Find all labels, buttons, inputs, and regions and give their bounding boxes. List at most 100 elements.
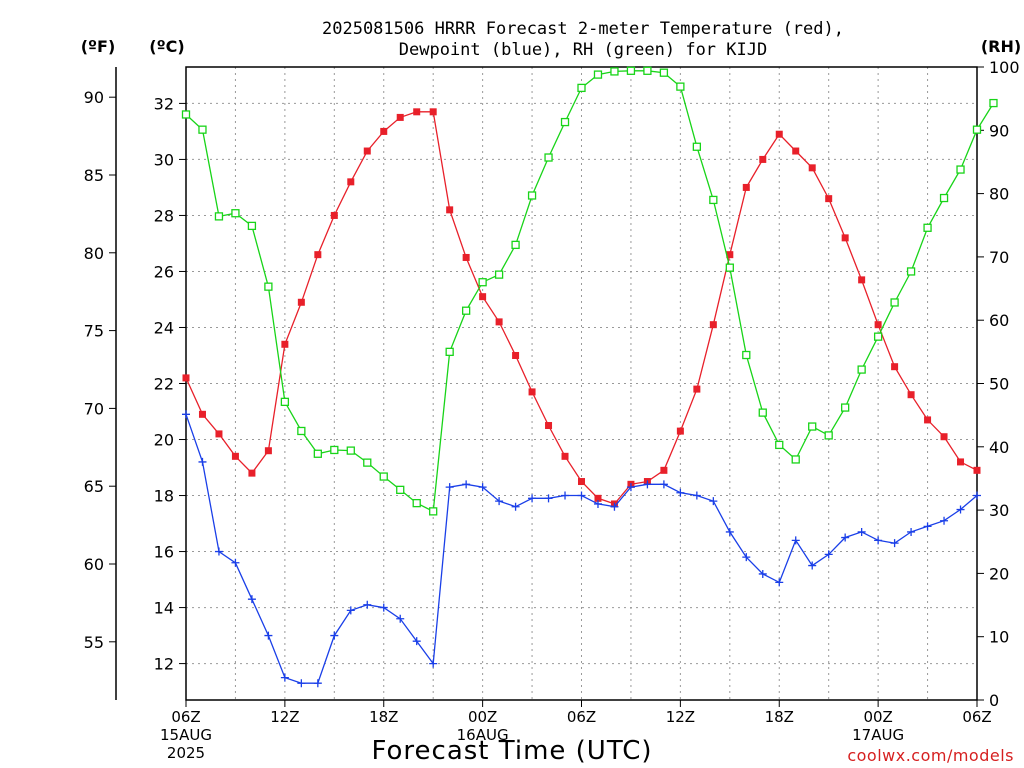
rh-tick-label: 10 [989, 628, 1009, 647]
rh-point [873, 332, 883, 341]
dewpoint-point [923, 522, 932, 531]
rh-point [742, 350, 751, 360]
temp-point [248, 469, 256, 477]
temp-point [198, 410, 206, 418]
rh-point [791, 455, 800, 464]
rh-point [758, 408, 767, 417]
rh-point [709, 195, 718, 205]
x-tick-label: 12Z [270, 708, 299, 726]
temp-point [907, 391, 915, 399]
temp-point [676, 427, 684, 435]
temp-point [973, 466, 981, 474]
dewpoint-point [742, 553, 751, 562]
celsius-tick-label: 32 [154, 94, 174, 113]
rh-point [214, 212, 224, 221]
temp-point [594, 494, 602, 502]
temp-point [429, 108, 437, 116]
temp-point [561, 452, 569, 460]
rh-point [478, 278, 487, 287]
x-tick-label: 06Z [567, 708, 596, 726]
rh-point [280, 397, 290, 407]
rh-point [181, 110, 191, 119]
dewpoint-point [231, 558, 240, 567]
rh-point [511, 240, 520, 250]
dewpoint-point [874, 536, 883, 545]
temp-point [874, 321, 882, 329]
dewpoint-point [841, 533, 850, 542]
celsius-tick-label: 14 [154, 599, 174, 618]
rh-tick-label: 30 [989, 501, 1009, 520]
dewpoint-point [907, 527, 916, 536]
rh-point [429, 507, 438, 516]
chart-title-line-1: 2025081506 HRRR Forecast 2-meter Tempera… [322, 19, 844, 39]
rh-point [297, 426, 306, 436]
temp-point [413, 108, 421, 116]
rh-point [824, 431, 833, 440]
rh-point [775, 440, 784, 450]
dewpoint-point [363, 600, 372, 609]
temp-point [479, 293, 487, 301]
rh-point [593, 70, 603, 79]
temp-point [759, 155, 767, 163]
rh-point [972, 125, 982, 134]
temp-point [825, 195, 833, 203]
temp-point [808, 164, 816, 172]
rh-point [527, 191, 537, 200]
fahrenheit-tick-label: 60 [84, 555, 104, 574]
fahrenheit-tick-label: 85 [84, 166, 104, 185]
temp-point [957, 458, 965, 466]
rh-unit-label: (RH) [981, 37, 1021, 56]
dewpoint-point [973, 491, 981, 500]
rh-point [857, 365, 866, 374]
dewpoint-point [182, 410, 190, 419]
dewpoint-point [544, 494, 553, 503]
rh-point [396, 485, 405, 494]
dewpoint-point [561, 491, 570, 500]
rh-point [841, 403, 850, 412]
rh-point [231, 209, 240, 218]
temp-point [264, 447, 272, 455]
x-axis-label: Forecast Time (UTC) [371, 736, 652, 766]
x-tick-label: 18Z [369, 708, 398, 726]
dewpoint-point [626, 483, 635, 492]
rh-tick-label: 70 [989, 248, 1009, 267]
celsius-tick-label: 16 [154, 543, 174, 562]
temp-point [578, 478, 585, 486]
temp-point [495, 318, 503, 326]
fahrenheit-tick-label: 75 [84, 322, 104, 341]
temp-point [512, 351, 520, 359]
temp-point [380, 127, 388, 135]
temp-point [891, 363, 899, 371]
dewpoint-point [330, 631, 339, 640]
rh-point [494, 270, 504, 279]
rh-point [330, 445, 339, 455]
dewpoint-point [478, 483, 487, 492]
temp-point [347, 178, 355, 186]
rh-point [379, 472, 388, 481]
temp-point [545, 422, 553, 430]
rh-point [363, 458, 372, 467]
temp-point [709, 321, 717, 329]
temp-point [693, 385, 701, 393]
rh-point [247, 221, 257, 231]
temp-point [792, 147, 800, 155]
rh-tick-label: 90 [989, 121, 1009, 140]
dewpoint-point [462, 480, 471, 489]
dewpoint-point [692, 491, 701, 500]
rh-point [264, 282, 273, 291]
dewpoint-point [659, 480, 668, 489]
temp-point [231, 452, 239, 460]
rh-point [610, 67, 619, 76]
temp-point [528, 388, 536, 396]
dewpoint-point [379, 603, 388, 612]
temp-point [841, 234, 849, 242]
rh-point [890, 298, 899, 307]
dewpoint-point [956, 505, 965, 514]
temp-point [858, 276, 866, 284]
celsius-tick-label: 24 [154, 318, 174, 337]
temp-point [314, 251, 322, 259]
rh-point [544, 153, 553, 162]
dewpoint-point [709, 497, 718, 506]
dewpoint-point [511, 502, 520, 511]
